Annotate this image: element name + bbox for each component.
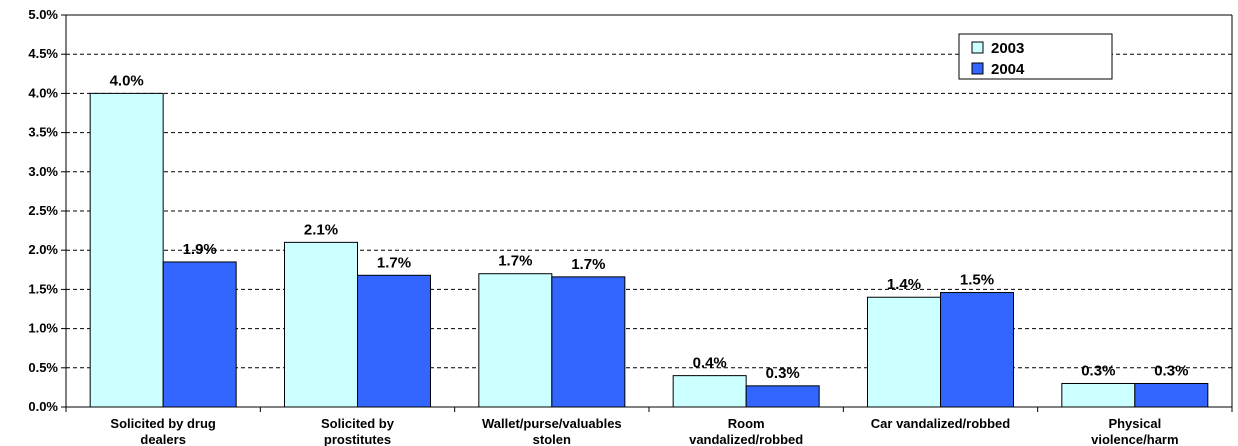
bar-2003-2 [478,273,553,408]
bar-2004-4 [940,292,1014,408]
bar-2004-3 [745,385,820,408]
y-tick-label: 0.5% [28,360,58,375]
data-label-2003: 1.7% [498,253,532,270]
y-tick-label: 1.0% [28,321,58,336]
y-tick-label: 1.5% [28,281,58,296]
bar-2004-2 [551,276,626,408]
x-category-label: prostitutes [324,432,391,446]
x-category-label: vandalized/robbed [689,432,803,446]
gridlines [66,53,1232,369]
data-label-2004: 0.3% [766,365,800,382]
legend: 2003 2004 [958,33,1113,80]
bars [89,92,1209,408]
x-category-label: Physical [1108,416,1161,431]
x-category-label: Wallet/purse/valuables [482,416,622,431]
y-tick-label: 2.5% [28,203,58,218]
x-category-label: stolen [533,432,571,446]
x-category-label: Room [728,416,765,431]
bar-2004-5 [1134,382,1209,408]
y-tick-label: 3.5% [28,125,58,140]
data-label-2003: 1.4% [887,276,921,293]
y-tick-label: 3.0% [28,164,58,179]
legend-label-2004: 2004 [991,61,1025,78]
bar-2003-4 [867,296,941,408]
data-label-2004: 1.7% [571,256,605,273]
x-category-label: dealers [140,432,186,446]
bar-2003-0 [89,92,164,408]
data-label-2004: 1.7% [377,254,411,271]
x-category-label: Car vandalized/robbed [871,416,1010,431]
data-label-2003: 4.0% [110,72,144,89]
data-label-2003: 2.1% [304,221,338,238]
bar-2004-0 [162,261,237,408]
bar-2004-1 [357,274,431,408]
legend-box [958,33,1113,80]
bar-2003-5 [1061,382,1136,408]
data-labels: 4.0% 2.1% 1.7% 0.4% 1.4% 0.3% 1.9% 1.7% 1.7% 0.3%… [110,72,1189,381]
legend-swatch-2003 [971,41,984,54]
y-tick-label: 4.0% [28,85,58,100]
data-label-2003: 0.4% [693,355,727,372]
bar-2003-3 [672,375,747,408]
data-label-2004: 1.5% [960,272,994,289]
y-axis-ticks: 0.0% 0.5% 1.0% 1.5% 2.0% 2.5% 3.0% 3.5% 4.0% 4.5%… [28,7,66,414]
y-tick-label: 4.5% [28,46,58,61]
y-tick-label: 0.0% [28,399,58,414]
data-label-2004: 0.3% [1154,362,1188,379]
x-category-label: violence/harm [1091,432,1178,446]
x-category-label: Solicited by [321,416,395,431]
legend-label-2003: 2003 [991,40,1024,57]
legend-swatch-2004 [971,62,984,75]
y-tick-label: 5.0% [28,7,58,22]
x-category-label: Solicited by drug [110,416,216,431]
bar-2003-1 [284,241,358,408]
y-tick-label: 2.0% [28,242,58,257]
data-label-2003: 0.3% [1081,362,1115,379]
data-label-2004: 1.9% [183,241,217,258]
